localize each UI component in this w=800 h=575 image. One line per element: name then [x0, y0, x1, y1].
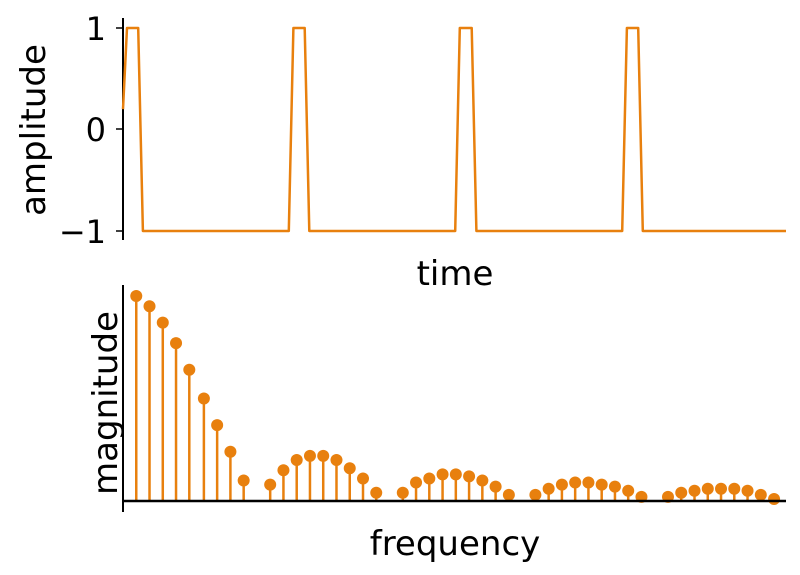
freq-stem-marker: [555, 478, 568, 491]
freq-stem-marker: [569, 476, 582, 489]
freq-stem-marker: [396, 486, 409, 499]
freq-stem-marker: [542, 482, 555, 495]
time-y-tick-label-0: 0: [86, 111, 106, 149]
freq-stem-marker: [436, 468, 449, 481]
freq-stem-marker: [343, 462, 356, 475]
freq-stem-marker: [237, 474, 250, 487]
freq-stem-marker: [170, 337, 183, 350]
freq-stem-marker: [330, 454, 343, 466]
freq-stem-marker: [449, 468, 462, 481]
freq-stem-marker: [156, 316, 169, 329]
freq-stem-marker: [688, 484, 701, 497]
freq-stem-marker: [622, 484, 635, 497]
freq-xlabel: frequency: [370, 524, 541, 564]
freq-stem-marker: [370, 486, 383, 499]
freq-stem-marker: [675, 486, 688, 499]
freq-stem-marker: [423, 472, 436, 485]
freq-stem-marker: [130, 290, 143, 302]
frequency-plot: magnitude frequency: [86, 285, 786, 564]
time-y-tick-label-neg1: −1: [59, 213, 106, 251]
freq-stem-marker: [410, 476, 423, 489]
freq-stem-marker: [357, 472, 370, 485]
freq-stem-marker: [224, 445, 237, 458]
freq-stem-marker: [502, 488, 515, 501]
freq-stem-marker: [211, 419, 224, 432]
freq-stem-marker: [264, 478, 277, 491]
freq-stem-marker: [303, 449, 316, 462]
freq-stem-marker: [768, 492, 781, 505]
time-y-tick-label-1: 1: [86, 10, 106, 48]
freq-stem-marker: [741, 484, 754, 497]
freq-stem-marker: [317, 449, 330, 462]
freq-stem-marker: [290, 454, 303, 466]
freq-stem-marker: [197, 392, 210, 405]
freq-stem-marker: [701, 482, 714, 495]
freq-stem-marker: [476, 474, 489, 487]
freq-stem-marker: [715, 482, 728, 495]
freq-stem-marker: [529, 488, 542, 501]
freq-stem-marker: [754, 488, 767, 501]
time-ylabel: amplitude: [14, 44, 54, 216]
freq-stem-marker: [143, 300, 156, 313]
freq-stem-marker: [608, 480, 621, 493]
freq-stem-marker: [728, 482, 741, 495]
freq-stem-marker: [489, 480, 502, 493]
freq-stems: [130, 290, 781, 505]
freq-stem-marker: [463, 470, 476, 483]
freq-stem-marker: [277, 464, 290, 477]
time-series-line: [121, 26, 786, 233]
freq-stem-marker: [183, 363, 196, 376]
freq-stem-marker: [595, 478, 608, 491]
freq-stem-marker: [582, 476, 595, 489]
time-plot: 1 0 −1 amplitude time: [14, 10, 786, 294]
freq-ylabel: magnitude: [86, 311, 126, 495]
time-xlabel: time: [417, 254, 494, 294]
